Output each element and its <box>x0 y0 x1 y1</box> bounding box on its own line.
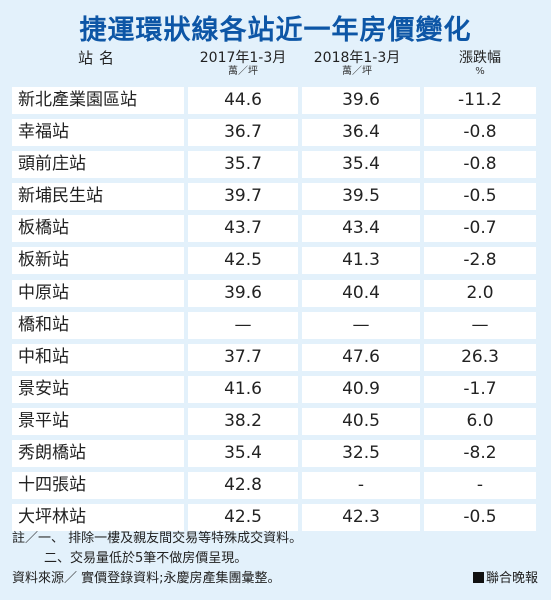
header-year2-label: 2018年1-3月 <box>313 50 401 66</box>
cell-change: -0.8 <box>424 151 536 179</box>
cell-station: 中原站 <box>12 279 184 307</box>
cell-price-2017: — <box>188 311 298 339</box>
cell-price-2017: 43.7 <box>188 215 298 243</box>
note-1: 註／一、 排除一樓及親友間交易等特殊成交資料。 <box>12 531 303 546</box>
cell-price-2017: 41.6 <box>188 375 298 403</box>
cell-price-2018: 39.6 <box>302 87 420 114</box>
cell-station: 景安站 <box>12 375 184 403</box>
cell-change: -1.7 <box>424 375 536 403</box>
table-row: 板橋站 43.7 43.4 -0.7 <box>0 213 551 245</box>
credit-label: 聯合晚報 <box>485 571 538 586</box>
cell-change: 26.3 <box>424 343 536 371</box>
cell-station: 十四張站 <box>12 472 184 500</box>
table-row: 中和站 37.7 47.6 26.3 <box>0 342 551 374</box>
cell-station: 秀朗橋站 <box>12 440 184 468</box>
cell-station: 頭前庄站 <box>12 151 184 179</box>
cell-change: -0.8 <box>424 119 536 147</box>
cell-price-2017: 36.7 <box>188 119 298 147</box>
header-change: 漲跌幅 % <box>424 50 536 77</box>
table-header: 站名 2017年1-3月 萬／坪 2018年1-3月 萬／坪 漲跌幅 % <box>0 46 551 84</box>
table-row: 新埔民生站 39.7 39.5 -0.5 <box>0 181 551 213</box>
cell-price-2018: 32.5 <box>302 440 420 468</box>
cell-change: 2.0 <box>424 279 536 307</box>
cell-price-2018: 42.3 <box>302 504 420 532</box>
cell-price-2018: — <box>302 311 420 339</box>
cell-price-2017: 39.7 <box>188 183 298 211</box>
cell-station: 中和站 <box>12 343 184 371</box>
table-row: 頭前庄站 35.7 35.4 -0.8 <box>0 149 551 181</box>
cell-change: -0.7 <box>424 215 536 243</box>
cell-price-2017: 42.8 <box>188 472 298 500</box>
header-year1-label: 2017年1-3月 <box>199 50 287 66</box>
cell-change: -0.5 <box>424 183 536 211</box>
cell-change: 6.0 <box>424 407 536 435</box>
credit-square-icon <box>472 572 484 583</box>
cell-station: 大坪林站 <box>12 504 184 532</box>
cell-price-2017: 42.5 <box>188 247 298 275</box>
cell-station: 幸福站 <box>12 119 184 147</box>
cell-station: 新埔民生站 <box>12 183 184 211</box>
cell-price-2018: 41.3 <box>302 247 420 275</box>
cell-price-2018: 40.9 <box>302 375 420 403</box>
cell-price-2018: 35.4 <box>302 151 420 179</box>
header-year2-unit: 萬／坪 <box>342 66 372 77</box>
header-change-label: 漲跌幅 <box>459 50 501 66</box>
credit: 聯合晚報 <box>472 569 538 589</box>
cell-price-2018: 40.4 <box>302 279 420 307</box>
footnotes: 註／一、 排除一樓及親友間交易等特殊成交資料。 二、交易量低於5筆不做房價呈現。… <box>12 529 542 589</box>
cell-change: -11.2 <box>424 87 536 114</box>
cell-station: 板新站 <box>12 247 184 275</box>
cell-price-2017: 39.6 <box>188 279 298 307</box>
header-year2: 2018年1-3月 萬／坪 <box>302 50 412 77</box>
cell-price-2017: 38.2 <box>188 407 298 435</box>
table-row: 景平站 38.2 40.5 6.0 <box>0 406 551 438</box>
cell-price-2018: 47.6 <box>302 343 420 371</box>
table-row: 幸福站 36.7 36.4 -0.8 <box>0 117 551 149</box>
cell-price-2018: 43.4 <box>302 215 420 243</box>
table-row: 板新站 42.5 41.3 -2.8 <box>0 245 551 277</box>
table-row: 新北產業園區站 44.6 39.6 -11.2 <box>0 85 551 117</box>
cell-station: 橋和站 <box>12 311 184 339</box>
table-row: 橋和站 — — — <box>0 310 551 342</box>
table-row: 中原站 39.6 40.4 2.0 <box>0 278 551 310</box>
source-note: 資料來源／ 實價登錄資料;永慶房產集團彙整。 <box>12 571 281 586</box>
table-row: 景安站 41.6 40.9 -1.7 <box>0 374 551 406</box>
header-station: 站名 <box>77 49 120 67</box>
cell-change: - <box>424 472 536 500</box>
cell-price-2018: 36.4 <box>302 119 420 147</box>
cell-station: 板橋站 <box>12 215 184 243</box>
header-year1: 2017年1-3月 萬／坪 <box>188 50 298 77</box>
source-row: 資料來源／ 實價登錄資料;永慶房產集團彙整。 聯合晚報 <box>12 569 542 589</box>
cell-price-2018: 39.5 <box>302 183 420 211</box>
cell-station: 景平站 <box>12 407 184 435</box>
table-row: 十四張站 42.8- - <box>0 470 551 502</box>
cell-change: -0.5 <box>424 504 536 532</box>
cell-price-2017: 37.7 <box>188 343 298 371</box>
header-change-unit: % <box>475 66 485 77</box>
table-row: 大坪林站 42.5 42.3 -0.5 <box>0 502 551 534</box>
cell-change: -2.8 <box>424 247 536 275</box>
cell-station: 新北產業園區站 <box>12 87 184 114</box>
cell-price-2017: 42.5 <box>188 504 298 532</box>
cell-price-2018: 40.5 <box>302 407 420 435</box>
cell-change: -8.2 <box>424 440 536 468</box>
cell-price-2017: 44.6 <box>188 87 298 114</box>
cell-change: — <box>424 311 536 339</box>
chart-title: 捷運環狀線各站近一年房價變化 <box>79 15 472 46</box>
note-2: 二、交易量低於5筆不做房價呈現。 <box>44 551 248 566</box>
cell-price-2017: 35.7 <box>188 151 298 179</box>
table-row: 秀朗橋站 35.4 32.5 -8.2 <box>0 438 551 470</box>
table-body: 新北產業園區站 44.6 39.6 -11.2 幸福站 36.7 36.4 -0.8 頭前庄站 3… <box>0 85 551 534</box>
cell-price-2018: - <box>302 472 420 500</box>
header-year1-unit: 萬／坪 <box>228 66 258 77</box>
cell-price-2017: 35.4 <box>188 440 298 468</box>
